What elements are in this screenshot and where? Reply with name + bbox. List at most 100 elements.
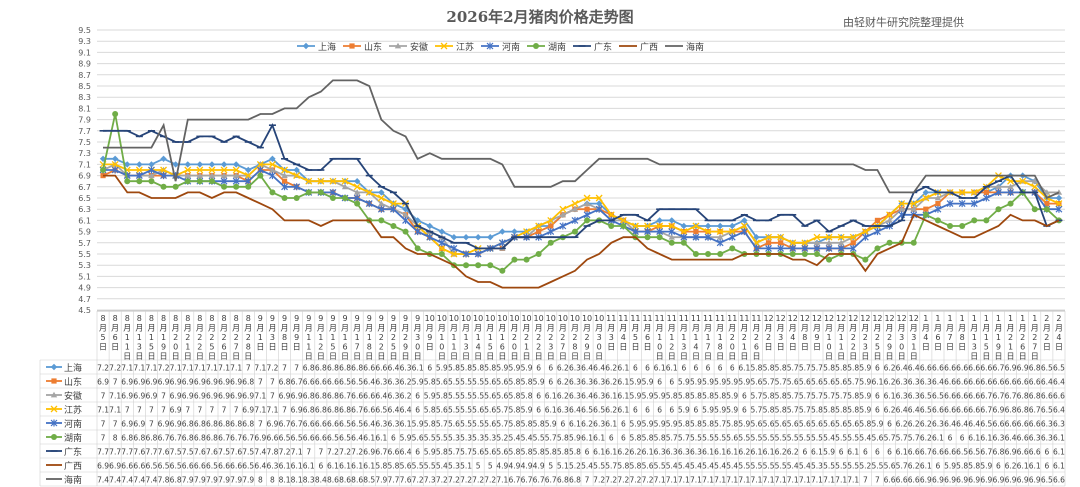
x-tick-label: 日 [680,352,688,361]
data-point [632,228,639,236]
table-value: 6.1 [545,392,557,401]
table-value: 6.4 [351,434,363,443]
table-value: 5.7 [811,364,823,373]
table-value: 5.5 [448,378,460,387]
x-tick-label: 月 [825,324,833,333]
table-value: 5.5 [763,434,775,443]
table-value: 6.1 [642,448,654,457]
x-tick-label: 月 [898,324,906,333]
table-value: 7.2 [109,364,121,373]
table-value: 7.4 [121,476,133,485]
table-value: 7.4 [254,448,266,457]
table-value: 6.8 [339,406,351,415]
x-tick-label: 日 [571,352,579,361]
table-value: 5.9 [980,462,992,471]
table-value: 7.1 [690,476,702,485]
data-point [533,43,539,49]
x-tick-label: 日 [244,352,252,361]
x-tick-label: 0 [439,343,444,352]
x-tick-label: 3 [972,343,977,352]
table-value: 5.6 [412,434,424,443]
table-value: 6.3 [678,448,690,457]
table-value: 5.4 [521,434,533,443]
data-point [487,262,494,269]
table-value: 6.9 [230,392,242,401]
table-value: 5.8 [448,364,460,373]
table-value: 5.8 [508,392,520,401]
table-value: 6.1 [871,378,883,387]
x-tick-label: 2 [730,333,735,342]
x-tick-label: 月 [414,324,422,333]
x-tick-label: 月 [619,324,627,333]
table-value: 5.5 [654,462,666,471]
table-value: 5.9 [871,420,883,429]
table-value: 6.1 [339,462,351,471]
table-value: 5.4 [702,462,714,471]
x-tick-label: 日 [958,343,966,352]
table-value: 6.5 [158,462,170,471]
table-value: 6.6 [968,406,980,415]
table-value: 6 [996,462,1001,471]
x-tick-label: 日 [873,352,881,361]
table-value: 5.8 [968,462,980,471]
data-point [172,161,179,168]
series-7 [103,174,1060,289]
x-tick-label: 1 [923,314,928,323]
table-value: 7.7 [387,476,399,485]
x-tick-label: 日 [801,343,809,352]
table-value: 7.1 [121,364,133,373]
x-tick-label: 7 [234,343,239,352]
x-tick-label: 日 [934,343,942,352]
y-tick-label: 8.7 [78,71,91,80]
table-value: 6.9 [170,392,182,401]
table-value: 6 [863,448,868,457]
table-value: 6.7 [291,378,303,387]
table-value: 6.3 [920,378,932,387]
data-point [693,229,699,235]
table-value: 6.1 [363,462,375,471]
x-tick-label: 月 [873,324,881,333]
table-value: 6 [645,364,650,373]
x-tick-label: 日 [438,352,446,361]
table-value: 5.5 [835,434,847,443]
table-value: 5.5 [472,420,484,429]
x-tick-label: 日 [329,352,337,361]
table-value: 6 [681,364,686,373]
table-value: 6.5 [593,406,605,415]
table-value: 6.5 [968,448,980,457]
x-tick-label: 1 [125,333,130,342]
data-point [571,206,579,212]
x-tick-label: 11 [679,314,689,323]
x-tick-label: 2 [863,333,868,342]
table-value: 8.3 [303,476,315,485]
table-value: 7.1 [254,392,266,401]
data-point [728,228,736,236]
table-value: 6.5 [920,392,932,401]
table-value: 7 [318,448,323,457]
table-value: 8.1 [279,476,291,485]
data-point [450,244,458,252]
table-value: 5.5 [460,420,472,429]
table-value: 6.1 [932,434,944,443]
table-value: 6.9 [992,406,1004,415]
table-value: 6.1 [714,448,726,457]
table-value: 6.9 [194,378,206,387]
table-value: 6.2 [920,420,932,429]
x-tick-label: 11 [642,314,652,323]
table-value: 5.7 [496,420,508,429]
table-value: 6.3 [690,448,702,457]
data-point [196,178,203,185]
y-tick-label: 7.9 [78,116,91,125]
data-point [232,172,240,178]
table-value: 6.4 [363,378,375,387]
x-tick-label: 2 [246,333,251,342]
table-value: 7.1 [738,476,750,485]
x-tick-label: 日 [583,352,591,361]
table-value: 6.1 [593,434,605,443]
table-value: 5.9 [702,406,714,415]
x-tick-label: 月 [172,324,180,333]
data-point [716,228,724,236]
table-value: 6.5 [980,420,992,429]
table-value: 6.9 [932,476,944,485]
data-point [1019,177,1027,185]
